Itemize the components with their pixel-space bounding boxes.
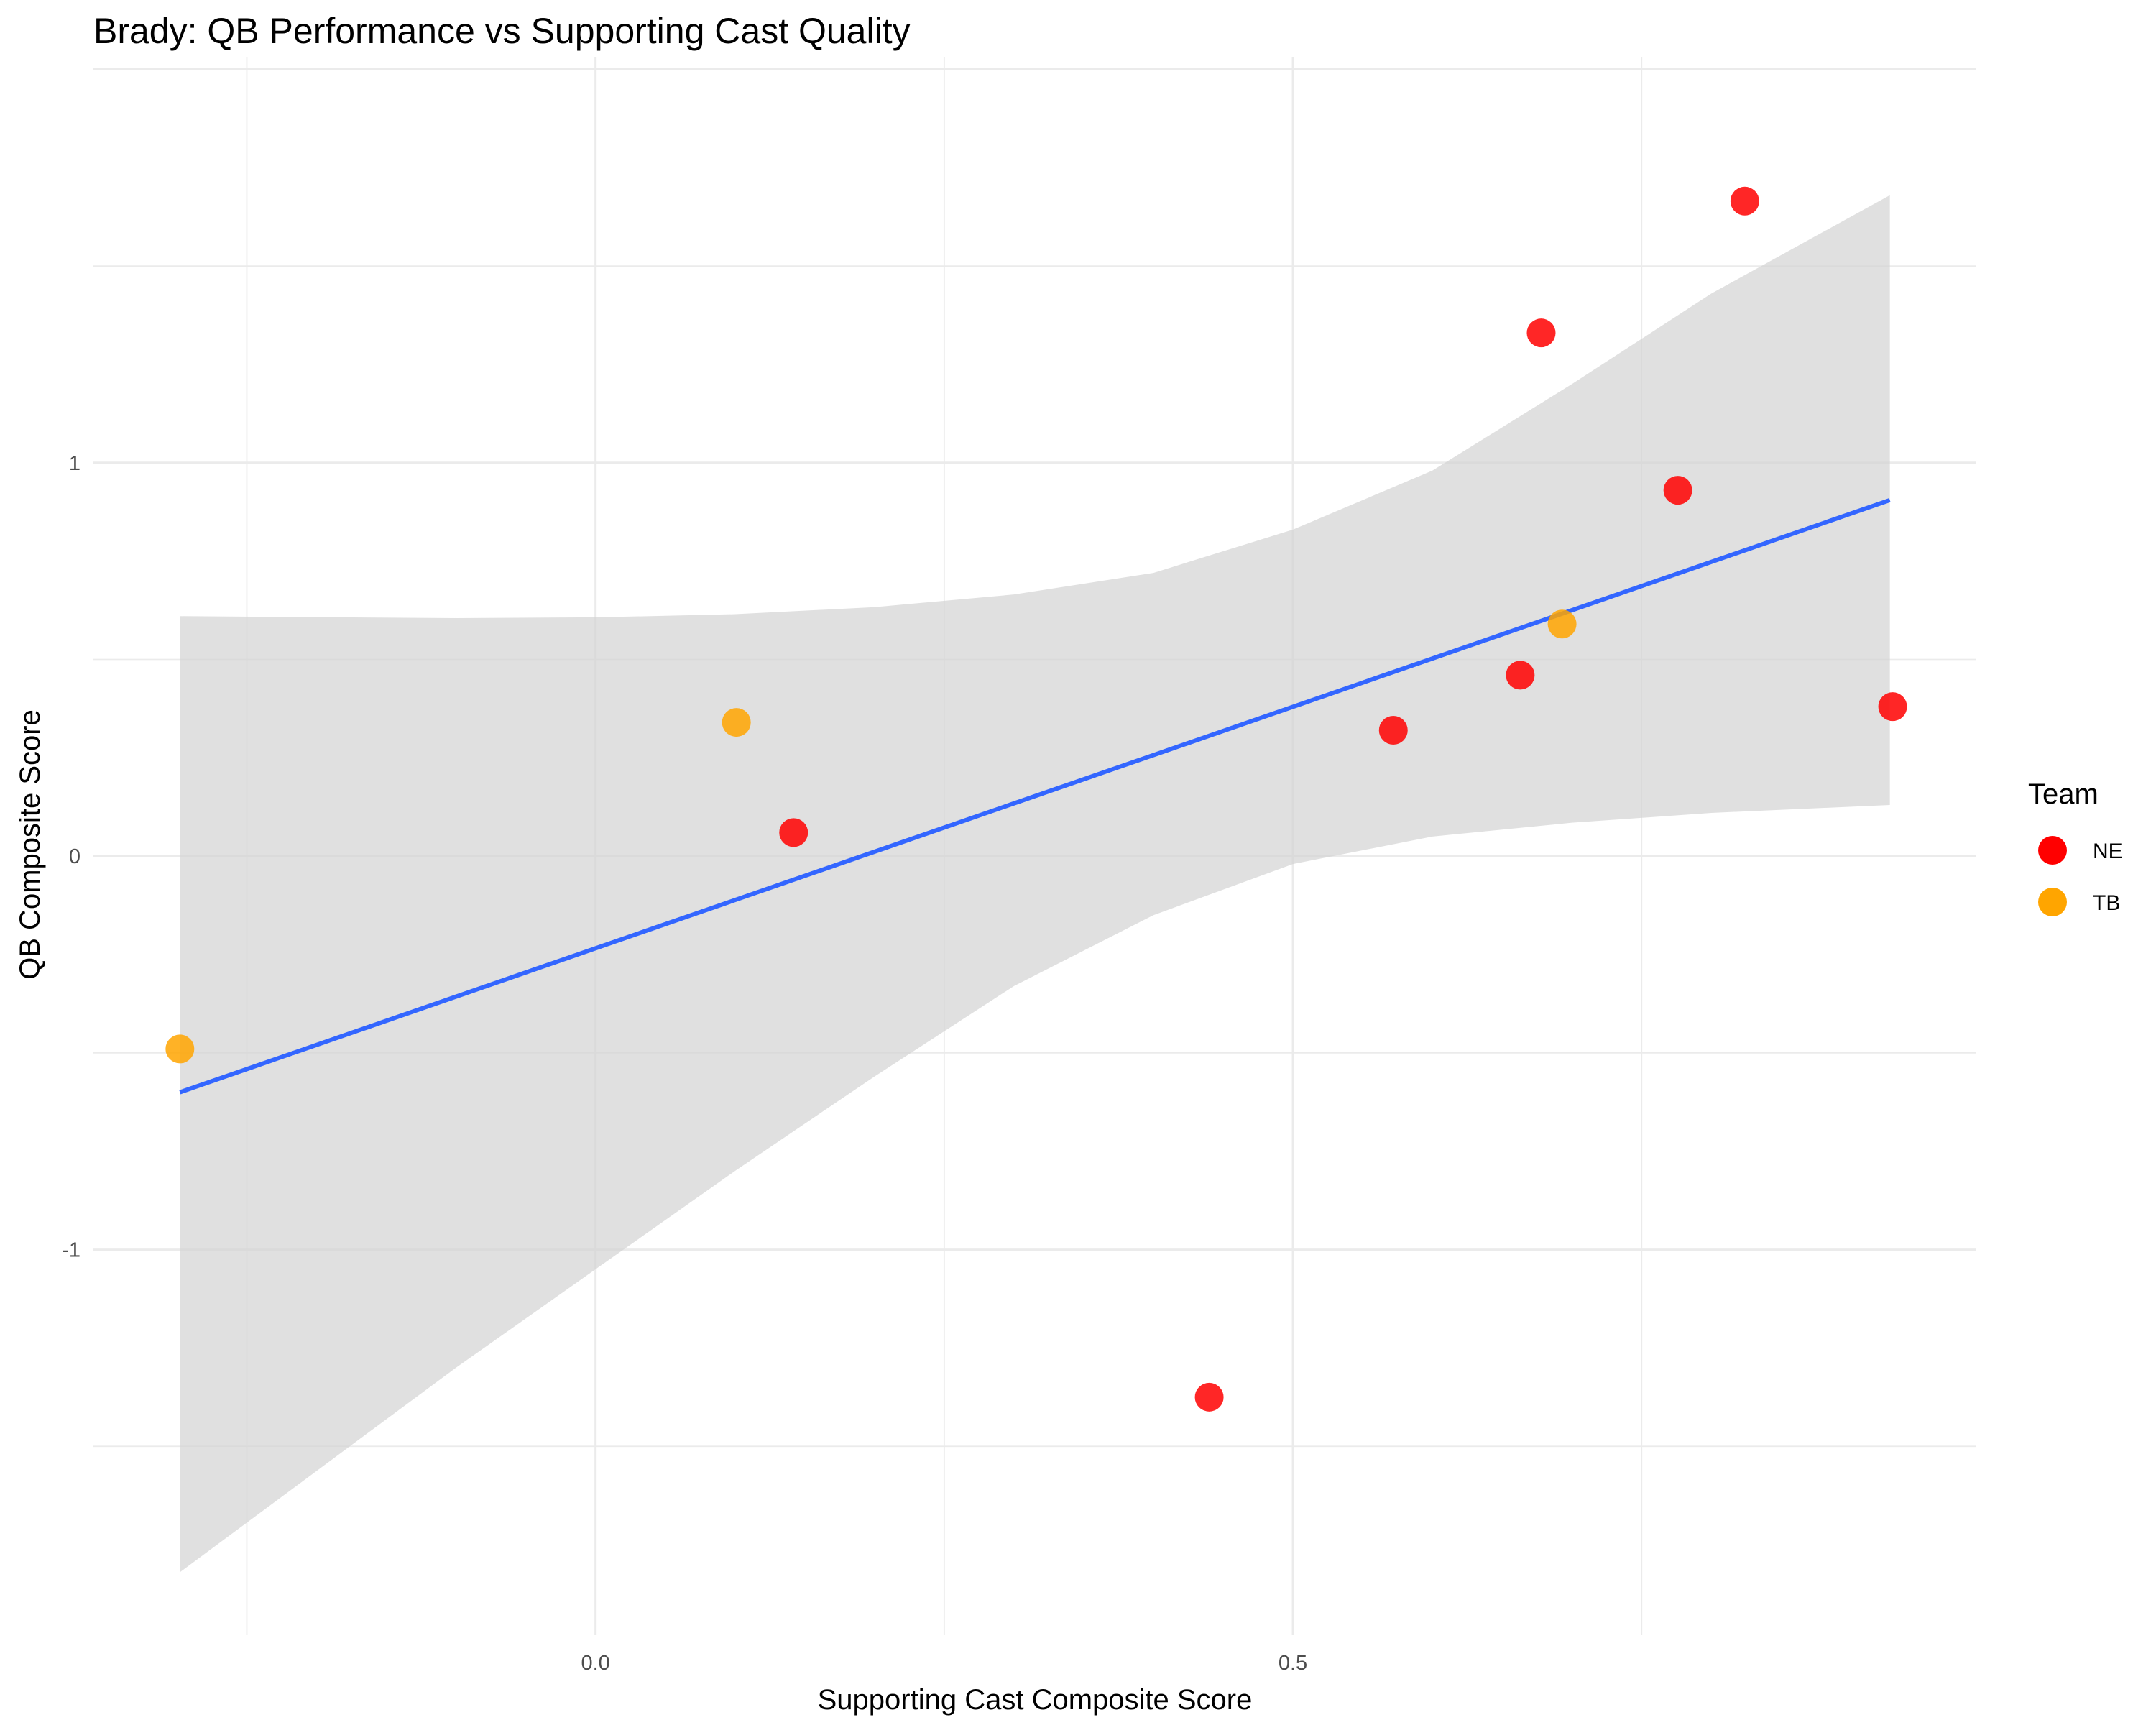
legend-label-tb: TB: [2093, 891, 2120, 915]
x-axis-title: Supporting Cast Composite Score: [818, 1684, 1253, 1716]
point-ne: [1663, 476, 1692, 505]
confidence-band-layer: [180, 195, 1890, 1573]
point-ne: [779, 818, 808, 847]
point-ne: [1194, 1382, 1224, 1412]
x-tick-label: 0.5: [1279, 1652, 1307, 1675]
y-tick-label: -1: [62, 1239, 80, 1262]
point-ne: [1506, 661, 1535, 690]
legend: Team NE TB: [2028, 778, 2123, 916]
point-ne: [1730, 186, 1759, 216]
confidence-band: [180, 195, 1890, 1573]
x-tick-label: 0.0: [581, 1652, 610, 1675]
y-tick-label: 1: [69, 452, 80, 475]
point-tb: [165, 1034, 195, 1064]
legend-title: Team: [2028, 778, 2099, 810]
point-ne: [1526, 318, 1556, 348]
point-tb: [1547, 610, 1577, 639]
trend-line: [179, 497, 1891, 1095]
legend-label-ne: NE: [2093, 840, 2123, 863]
y-tick-label: 0: [69, 845, 80, 868]
point-ne: [1878, 692, 1907, 722]
y-axis-title: QB Composite Score: [14, 709, 46, 980]
legend-key-ne: [2038, 836, 2067, 865]
point-tb: [722, 708, 751, 737]
chart-title: Brady: QB Performance vs Supporting Cast…: [93, 11, 911, 51]
point-ne: [1378, 716, 1408, 745]
legend-key-tb: [2038, 888, 2067, 916]
points-layer: [165, 186, 1907, 1412]
tick-labels: 0.0 0.5 -1 0 1: [62, 452, 1307, 1675]
trend-line-layer: [179, 497, 1891, 1095]
